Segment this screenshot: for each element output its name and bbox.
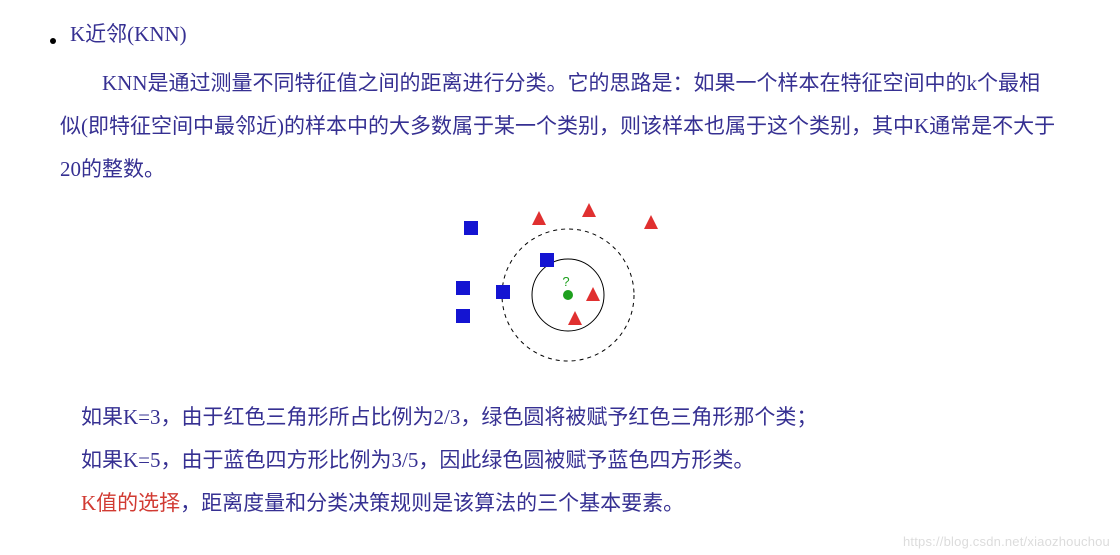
heading-line: K近邻(KNN) [50,18,1060,48]
intro-paragraph: KNN是通过测量不同特征值之间的距离进行分类。它的思路是：如果一个样本在特征空间… [60,62,1060,191]
svg-text:?: ? [562,274,569,289]
k5-line: 如果K=5，由于蓝色四方形比例为3/5，因此绿色圆被赋予蓝色四方形类。 [60,439,1060,482]
summary-highlight: K值的选择 [81,491,180,515]
bullet-icon [50,38,56,44]
summary-line: K值的选择，距离度量和分类决策规则是该算法的三个基本要素。 [60,482,1060,525]
document-page: K近邻(KNN) KNN是通过测量不同特征值之间的距离进行分类。它的思路是：如果… [0,0,1120,555]
knn-diagram: ? [60,197,1060,382]
summary-rest: ，距离度量和分类决策规则是该算法的三个基本要素。 [180,491,684,515]
knn-diagram-svg: ? [410,197,710,377]
k3-line: 如果K=3，由于红色三角形所占比例为2/3，绿色圆将被赋予红色三角形那个类； [60,396,1060,439]
watermark: https://blog.csdn.net/xiaozhouchou [903,534,1110,549]
heading-text: K近邻(KNN) [70,18,187,48]
